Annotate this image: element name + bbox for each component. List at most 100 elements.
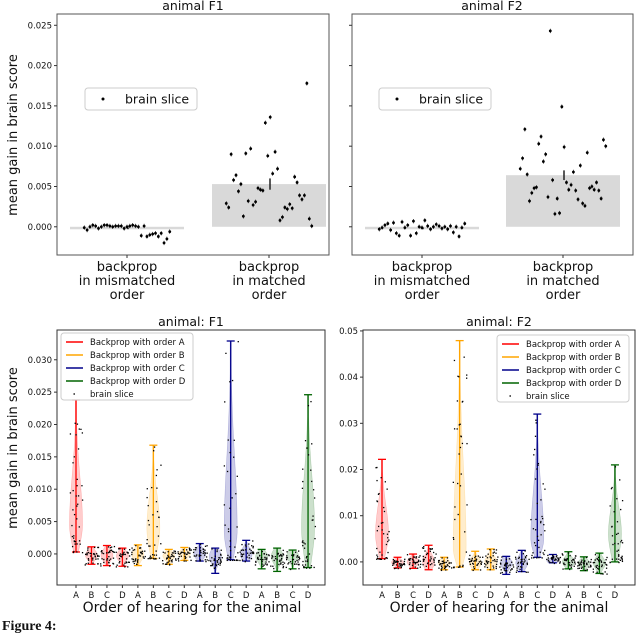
brain-slice-point bbox=[571, 560, 573, 562]
xtick-label: C bbox=[104, 591, 110, 601]
brain-slice-point bbox=[199, 543, 202, 545]
xtick-label: C bbox=[228, 591, 234, 601]
brain-slice-point bbox=[614, 466, 617, 468]
brain-slice-point bbox=[86, 554, 88, 556]
brain-slice-point bbox=[98, 555, 100, 557]
brain-slice-point bbox=[567, 552, 570, 554]
brain-slice-point bbox=[564, 563, 566, 566]
brain-slice-point bbox=[90, 552, 92, 555]
brain-slice-point bbox=[490, 557, 492, 559]
brain-slice-point bbox=[195, 555, 197, 557]
brain-slice-point bbox=[546, 558, 548, 561]
brain-slice-point bbox=[311, 480, 313, 483]
brain-slice-point bbox=[620, 541, 622, 543]
brain-slice-point bbox=[506, 562, 508, 564]
brain-slice-point bbox=[593, 561, 596, 564]
brain-slice-point bbox=[458, 424, 460, 426]
xtick-label: B bbox=[212, 591, 218, 601]
brain-slice-point bbox=[274, 555, 277, 558]
brain-slice-point bbox=[566, 559, 568, 561]
brain-slice-point bbox=[154, 544, 156, 546]
brain-slice-point bbox=[605, 567, 608, 569]
brain-slice-point bbox=[458, 376, 460, 378]
brain-slice-point bbox=[409, 562, 411, 564]
brain-slice-point bbox=[458, 453, 460, 455]
brain-slice-point bbox=[503, 569, 506, 571]
brain-slice-point bbox=[477, 555, 480, 557]
brain-slice-point bbox=[399, 564, 402, 566]
brain-slice-point bbox=[615, 558, 618, 560]
brain-slice-point bbox=[466, 442, 468, 445]
brain-slice-point bbox=[582, 562, 584, 564]
brain-slice-point bbox=[95, 558, 97, 560]
brain-slice-point bbox=[472, 569, 474, 572]
brain-slice-point bbox=[206, 559, 208, 561]
brain-slice-point bbox=[384, 481, 386, 483]
brain-slice-point bbox=[586, 568, 588, 571]
xtick-label: C bbox=[596, 591, 602, 601]
brain-slice-point bbox=[180, 551, 183, 554]
brain-slice-point bbox=[392, 562, 394, 564]
brain-slice-point bbox=[147, 557, 149, 560]
brain-slice-point bbox=[273, 567, 275, 570]
brain-slice-point bbox=[518, 557, 520, 559]
brain-slice-point bbox=[298, 550, 300, 552]
brain-slice-point bbox=[119, 555, 122, 557]
brain-slice-point bbox=[580, 562, 582, 564]
brain-slice-point bbox=[388, 530, 390, 533]
brain-slice-point bbox=[158, 516, 160, 519]
brain-slice-point bbox=[524, 557, 527, 559]
brain-slice-point bbox=[192, 551, 195, 554]
brain-slice-point bbox=[125, 558, 128, 560]
brain-slice-point bbox=[487, 561, 490, 563]
brain-slice-point bbox=[543, 524, 545, 526]
brain-slice-point bbox=[489, 569, 491, 571]
brain-slice-point bbox=[248, 543, 250, 545]
brain-slice-point bbox=[226, 470, 229, 473]
brain-slice-point bbox=[522, 553, 525, 555]
brain-slice-point bbox=[598, 565, 600, 568]
brain-slice-point bbox=[441, 563, 443, 565]
brain-slice-point bbox=[586, 562, 588, 564]
brain-slice-point bbox=[264, 563, 267, 565]
brain-slice-point bbox=[429, 548, 432, 550]
brain-slice-point bbox=[431, 548, 433, 550]
brain-slice-point bbox=[229, 381, 231, 383]
brain-slice-point bbox=[569, 568, 571, 571]
brain-slice-point bbox=[412, 562, 414, 564]
brain-slice-point bbox=[397, 561, 399, 563]
brain-slice-point bbox=[583, 561, 585, 563]
legend-label: brain slice bbox=[125, 92, 189, 107]
brain-slice-point bbox=[248, 554, 250, 556]
brain-slice-point bbox=[411, 564, 414, 567]
brain-slice-point bbox=[427, 562, 429, 564]
brain-slice-point bbox=[400, 560, 402, 562]
brain-slice-point bbox=[471, 559, 473, 561]
brain-slice-point bbox=[303, 566, 305, 569]
brain-slice-point bbox=[592, 562, 594, 564]
brain-slice-point bbox=[127, 552, 129, 554]
brain-slice-point bbox=[462, 564, 464, 567]
brain-slice-point bbox=[204, 545, 207, 547]
brain-slice-point bbox=[383, 558, 386, 560]
brain-slice-point bbox=[103, 558, 105, 561]
brain-slice-point bbox=[504, 564, 506, 566]
brain-slice-point bbox=[124, 553, 126, 556]
brain-slice-point bbox=[193, 555, 195, 557]
brain-slice-point bbox=[171, 559, 173, 561]
brain-slice-point bbox=[221, 557, 223, 559]
brain-slice-point bbox=[453, 428, 456, 430]
brain-slice-point bbox=[604, 562, 606, 564]
brain-slice-point bbox=[611, 486, 613, 489]
brain-slice-point bbox=[618, 555, 620, 557]
brain-slice-point bbox=[527, 571, 529, 573]
xtick-label: A bbox=[441, 591, 447, 601]
brain-slice-point bbox=[444, 565, 446, 567]
brain-slice-point bbox=[537, 539, 540, 541]
brain-slice-point bbox=[266, 553, 268, 556]
brain-slice-point bbox=[438, 567, 440, 569]
brain-slice-point bbox=[293, 554, 295, 556]
brain-slice-point bbox=[282, 554, 285, 556]
brain-slice-point bbox=[199, 560, 201, 562]
brain-slice-point bbox=[420, 563, 422, 566]
